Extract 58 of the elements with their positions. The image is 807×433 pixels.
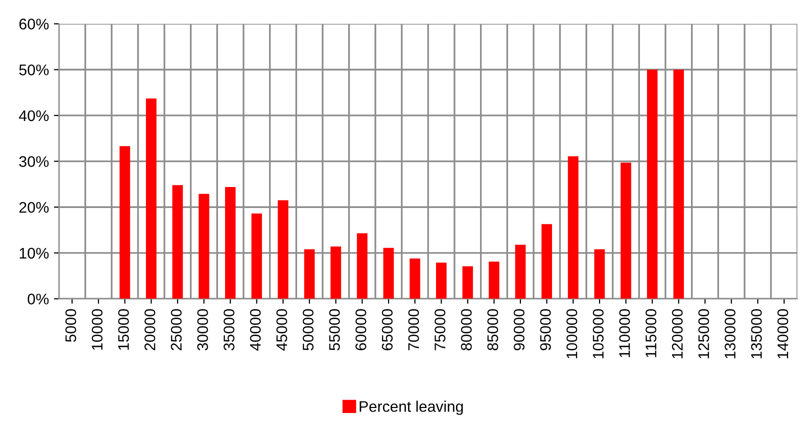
- x-tick-label: 5000: [65, 309, 76, 342]
- bar: [515, 244, 526, 299]
- legend-label: Percent leaving: [360, 400, 463, 415]
- x-tick-label: 115000: [646, 309, 656, 358]
- bar: [251, 214, 262, 299]
- bar: [356, 233, 368, 299]
- x-tick-label: 20000: [144, 309, 156, 350]
- bar: [383, 248, 394, 299]
- x-tick-label: 90000: [514, 309, 525, 350]
- bar: [304, 249, 315, 299]
- bar: [436, 262, 447, 299]
- x-tick-label: 70000: [408, 309, 420, 350]
- x-tick-label: 15000: [118, 309, 129, 350]
- x-tick-label: 75000: [434, 309, 446, 350]
- x-tick-label: 95000: [540, 309, 551, 350]
- x-tick-label: 110000: [619, 309, 630, 358]
- x-tick-label: 120000: [672, 309, 683, 358]
- bar: [120, 146, 130, 299]
- x-tick-label: 55000: [329, 309, 340, 350]
- y-tick-label: 50%: [19, 64, 49, 76]
- x-tick-label: 50000: [302, 309, 314, 350]
- x-tick-label: 85000: [487, 309, 498, 350]
- x-tick-label: 130000: [724, 309, 736, 358]
- bar: [568, 156, 578, 299]
- x-tick-label: 10000: [92, 309, 103, 350]
- x-tick-label: 25000: [170, 309, 182, 350]
- bar: [146, 98, 156, 299]
- bar: [462, 266, 473, 299]
- bar: [278, 200, 288, 299]
- x-tick-label: 135000: [751, 309, 762, 358]
- y-tick-label: 40%: [18, 110, 49, 122]
- bar: [673, 70, 684, 299]
- y-tick-label: 30%: [19, 156, 49, 167]
- bar: [647, 70, 658, 299]
- bar: [542, 224, 552, 299]
- x-tick-label: 60000: [355, 309, 366, 350]
- x-tick-label: 105000: [592, 309, 604, 358]
- x-tick-label: 45000: [276, 309, 288, 351]
- x-tick-label: 100000: [566, 309, 578, 358]
- bar: [172, 185, 183, 299]
- bar: [410, 258, 420, 299]
- x-tick-label: 125000: [698, 309, 710, 358]
- y-tick-label: 60%: [19, 18, 49, 30]
- x-tick-label: 80000: [460, 309, 472, 350]
- x-tick-label: 65000: [382, 309, 393, 350]
- bar: [330, 246, 342, 299]
- y-tick-label: 20%: [19, 202, 49, 213]
- bar: [225, 186, 236, 299]
- y-tick-label: 0%: [28, 294, 49, 304]
- bar: [620, 162, 632, 299]
- bar: [198, 194, 210, 299]
- x-tick-label: 30000: [197, 309, 208, 350]
- bar: [488, 262, 500, 299]
- x-tick-label: 35000: [224, 309, 234, 350]
- x-tick-label: 40000: [250, 309, 261, 351]
- y-tick-label: 10%: [20, 248, 49, 259]
- x-tick-label: 140000: [777, 309, 788, 358]
- bar: [594, 249, 605, 299]
